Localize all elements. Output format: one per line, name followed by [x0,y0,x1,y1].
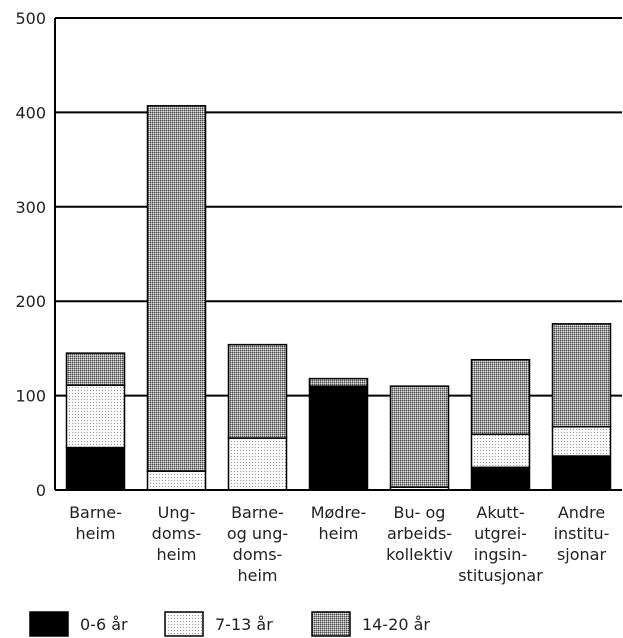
y-tick-label: 400 [15,103,46,122]
category-label-line: Barne- [69,503,122,522]
legend: 0-6 år 7-13 år 14-20 år [29,611,430,637]
bar-segment [227,437,288,491]
bars [65,105,612,491]
bar-segment [65,446,126,491]
legend-label: 14-20 år [362,615,430,634]
category-label-line: heim [156,545,196,564]
bar-segment [551,323,612,428]
category-label-line: ingsin- [474,545,527,564]
category-label-line: institu- [554,524,610,543]
category-label-line: kollektiv [386,545,453,564]
category-label-line: Bu- og [394,503,446,522]
bar-segment [308,377,369,387]
category-label-line: Barne- [231,503,284,522]
category-label-line: Andre [558,503,605,522]
category-label-line: Mødre- [311,503,367,522]
legend-label: 0-6 år [80,615,128,634]
bar-segment [146,470,207,491]
y-tick-labels: 0 100 200 300 400 500 [15,9,46,500]
category-label-line: heim [318,524,358,543]
bar-segment [65,352,126,386]
category-label-line: Akutt- [476,503,524,522]
category-label: Andre institu-sjonar [554,503,610,564]
bar-segment [146,105,207,472]
category-label: Barne-heim [69,503,122,543]
category-label-line: doms- [233,545,283,564]
y-tick-label: 300 [15,198,46,217]
legend-label: 7-13 år [215,615,273,634]
bar-segment [389,385,450,488]
bar-segment [65,384,126,449]
category-label-line: utgrei- [474,524,527,543]
category-label: Bu- og arbeids-kollektiv [386,503,453,564]
bar-segment [470,358,531,436]
y-tick-label: 100 [15,387,46,406]
category-label: Akutt-utgrei-ingsin-stitusjonar [458,503,543,585]
bar-segment [470,466,531,491]
y-tick-label: 500 [15,9,46,28]
bar-segment [308,385,369,491]
category-label-line: Ung- [158,503,196,522]
y-tick-label: 0 [36,481,46,500]
category-label-line: heim [237,566,277,585]
category-label: Mødre-heim [311,503,367,543]
category-label-line: og ung- [227,524,288,543]
legend-swatch [29,611,69,637]
category-label-line: heim [75,524,115,543]
category-label: Barne-og ung-doms-heim [227,503,288,585]
category-label-line: doms- [152,524,202,543]
gridlines [55,111,622,397]
bar-segment [470,433,531,469]
category-label-line: stitusjonar [458,566,543,585]
bar-segment [551,455,612,491]
category-label-line: arbeids- [387,524,452,543]
y-tick-label: 200 [15,292,46,311]
axes [54,17,622,491]
category-label-line: sjonar [557,545,607,564]
category-label: Ung-doms-heim [152,503,202,564]
legend-swatch [311,611,351,637]
bar-segment [227,343,288,439]
bar-segment [551,426,612,457]
legend-swatch [164,611,204,637]
